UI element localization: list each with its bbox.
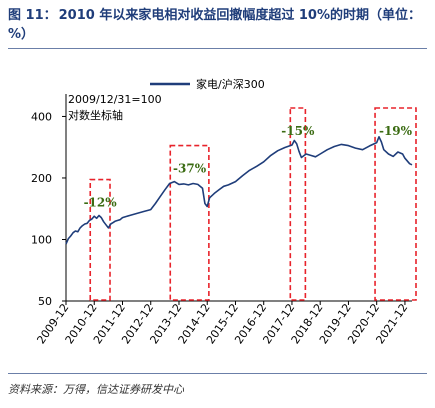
base-date-note: 2009/12/31=100 — [68, 93, 162, 106]
drawdown-box — [89, 178, 111, 301]
drawdown-box — [169, 144, 210, 301]
scale-note: 对数坐标轴 — [68, 108, 123, 122]
source-note: 资料来源：万得，信达证券研发中心 — [8, 383, 184, 396]
y-tick-label: 200 — [31, 172, 52, 185]
drawdown-label: -19% — [379, 124, 413, 138]
figure-number: 图 11： — [8, 8, 57, 23]
drawdown-label: -37% — [173, 162, 207, 176]
figure-title: 图 11： 2010 年以来家电相对收益回撤幅度超过 10%的时期（单位：%） — [8, 6, 428, 44]
line-chart: 501002004002009-122010-122011-122012-122… — [31, 77, 417, 346]
figure-title-text: 2010 年以来家电相对收益回撤幅度超过 10%的时期（单位：%） — [8, 8, 421, 42]
source-divider — [8, 373, 427, 374]
drawdown-label: -12% — [84, 196, 118, 210]
y-tick-label: 100 — [31, 233, 52, 246]
legend-label: 家电/沪深300 — [196, 77, 265, 91]
y-tick-label: 50 — [38, 295, 52, 308]
title-divider — [8, 48, 427, 49]
series-line — [65, 136, 413, 245]
drawdown-label: -15% — [281, 124, 315, 138]
y-tick-label: 400 — [31, 110, 52, 123]
drawdown-box — [374, 107, 417, 301]
